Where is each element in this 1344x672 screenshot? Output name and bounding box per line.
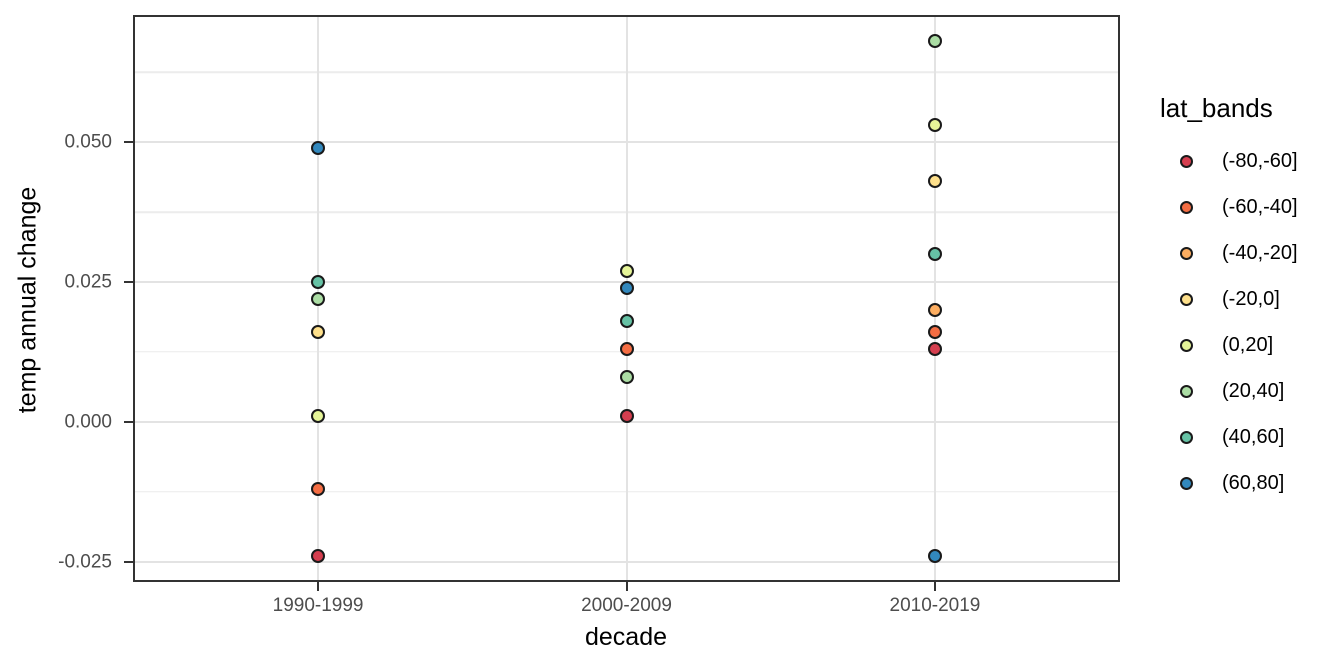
legend-item: (-60,-40] xyxy=(1180,197,1298,217)
legend-key-icon xyxy=(1180,338,1193,352)
data-point xyxy=(927,34,942,49)
data-point xyxy=(311,140,326,155)
legend-item: (20,40] xyxy=(1180,381,1284,401)
legend-item: (-20,0] xyxy=(1180,289,1280,309)
legend-item: (40,60] xyxy=(1180,427,1284,447)
legend-item-label: (60,80] xyxy=(1222,472,1285,494)
y-tick-label: 0.050 xyxy=(64,131,112,153)
data-point xyxy=(619,342,634,357)
x-tick-label: 1990-1999 xyxy=(272,595,364,616)
legend-item-label: (-80,-60] xyxy=(1222,150,1298,172)
data-point xyxy=(311,291,326,306)
legend-item-label: (-60,-40] xyxy=(1222,196,1298,218)
x-tick-label: 2010-2019 xyxy=(889,595,981,616)
data-point xyxy=(619,409,634,424)
legend-key-icon xyxy=(1180,430,1193,444)
legend-item-label: (20,40] xyxy=(1222,380,1285,402)
data-point xyxy=(927,118,942,133)
legend-item: (60,80] xyxy=(1180,473,1284,493)
x-tick-mark xyxy=(625,582,628,591)
data-point xyxy=(311,409,326,424)
data-point xyxy=(927,342,942,357)
legend-key-icon xyxy=(1180,246,1193,260)
y-tick-mark xyxy=(124,420,133,423)
legend-key-icon xyxy=(1180,292,1193,306)
plot-panel xyxy=(133,15,1120,582)
data-point xyxy=(927,325,942,340)
legend-item-label: (0,20] xyxy=(1222,334,1274,356)
gridline-major-vertical xyxy=(625,15,628,582)
legend-item-label: (-40,-20] xyxy=(1222,242,1298,264)
legend-item-label: (40,60] xyxy=(1222,426,1285,448)
x-tick-label: 2000-2009 xyxy=(581,595,672,616)
data-point xyxy=(311,325,326,340)
legend-title: lat_bands xyxy=(1160,93,1273,123)
y-axis-title: temp annual change xyxy=(13,186,42,414)
y-tick-label: 0.000 xyxy=(64,411,112,433)
data-point xyxy=(311,549,326,564)
data-point xyxy=(619,280,634,295)
legend-key-icon xyxy=(1180,384,1193,398)
y-tick-label: -0.025 xyxy=(58,551,112,573)
data-point xyxy=(927,549,942,564)
data-point xyxy=(311,482,326,497)
legend-key-icon xyxy=(1180,476,1193,490)
data-point xyxy=(927,302,942,317)
y-tick-mark xyxy=(124,560,133,563)
data-point xyxy=(619,370,634,385)
legend-key-icon xyxy=(1180,200,1193,214)
y-tick-label: 0.025 xyxy=(64,271,112,293)
x-axis-title: decade xyxy=(584,623,668,651)
legend-item: (-40,-20] xyxy=(1180,243,1298,263)
legend-item: (-80,-60] xyxy=(1180,151,1298,171)
y-tick-mark xyxy=(124,280,133,283)
data-point xyxy=(927,247,942,261)
data-point xyxy=(927,174,942,189)
legend-item-label: (-20,0] xyxy=(1222,288,1280,310)
x-tick-mark xyxy=(317,582,320,591)
y-tick-mark xyxy=(124,141,133,144)
legend-key-icon xyxy=(1180,154,1193,168)
x-tick-mark xyxy=(933,582,936,591)
data-point xyxy=(619,263,634,278)
gridline-major-vertical xyxy=(933,15,936,582)
legend-item: (0,20] xyxy=(1180,335,1273,355)
data-point xyxy=(619,314,634,329)
data-point xyxy=(311,274,326,289)
